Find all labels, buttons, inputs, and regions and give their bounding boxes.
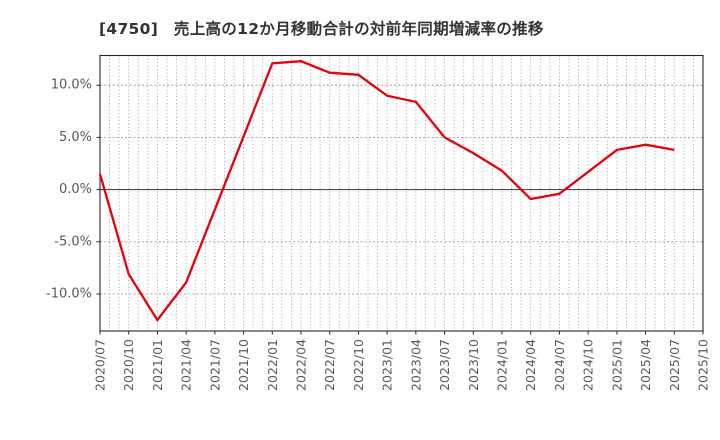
- x-tick-label: 2022/10: [351, 339, 366, 391]
- x-tick-label: 2023/01: [380, 339, 395, 391]
- x-tick-label: 2021/01: [150, 339, 165, 391]
- x-tick-label: 2020/07: [93, 339, 108, 391]
- x-tick-label: 2024/07: [552, 339, 567, 391]
- x-tick-label: 2025/07: [667, 339, 682, 391]
- y-tick-label: 10.0%: [51, 78, 92, 93]
- plot-frame: [99, 54, 704, 332]
- x-tick-label: 2024/10: [581, 339, 596, 391]
- x-tick-label: 2023/04: [408, 339, 423, 391]
- x-tick-label: 2022/07: [322, 339, 337, 391]
- y-tick-label: -5.0%: [54, 234, 92, 249]
- x-tick-label: 2021/04: [179, 339, 194, 391]
- x-tick-label: 2021/07: [207, 339, 222, 391]
- x-tick-label: 2022/01: [265, 339, 280, 391]
- y-tick-label: -10.0%: [46, 286, 92, 301]
- x-tick-label: 2024/04: [523, 339, 538, 391]
- x-tick-label: 2023/10: [466, 339, 481, 391]
- x-tick-label: 2020/10: [121, 339, 136, 391]
- x-tick-label: 2024/01: [495, 339, 510, 391]
- x-tick-label: 2022/04: [294, 339, 309, 391]
- x-tick-label: 2025/01: [609, 339, 624, 391]
- x-tick-label: 2021/10: [236, 339, 251, 391]
- x-tick-label: 2025/04: [638, 339, 653, 391]
- series-line: [98, 60, 675, 323]
- y-tick-label: 0.0%: [59, 182, 92, 197]
- chart-title: [4750] 売上高の12か月移動合計の対前年同期増減率の推移: [99, 20, 544, 38]
- x-tick-label: 2025/10: [696, 339, 711, 391]
- y-tick-label: 5.0%: [59, 130, 92, 145]
- x-tick-label: 2023/07: [437, 339, 452, 391]
